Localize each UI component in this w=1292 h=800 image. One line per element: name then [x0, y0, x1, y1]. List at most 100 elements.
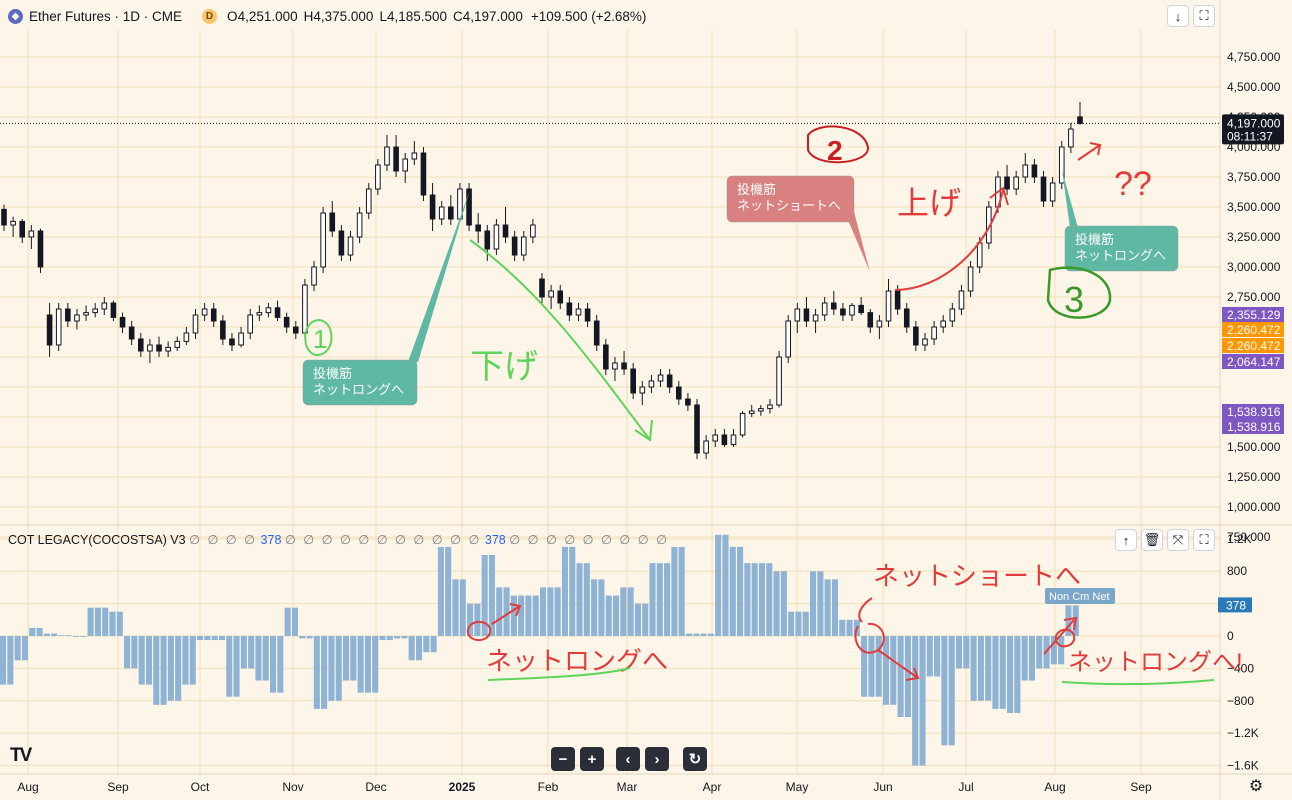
candle-body — [976, 242, 983, 268]
cot-bar — [240, 636, 247, 669]
candle-body — [958, 290, 965, 310]
cot-bar — [707, 633, 714, 636]
cot-bar — [817, 571, 824, 636]
zoom-in-button[interactable]: + — [580, 747, 604, 771]
cot-bar — [868, 636, 875, 697]
cot-bar — [284, 607, 291, 636]
cot-bar — [882, 636, 890, 705]
price-tick-label: 1,250.000 — [1227, 470, 1281, 484]
candle-body — [520, 236, 527, 256]
cot-tick-label: −1.2K — [1227, 726, 1259, 740]
price-level-badge — [1222, 404, 1284, 419]
price-level-label: 1,538.916 — [1227, 405, 1281, 419]
candle-body — [338, 230, 345, 256]
trash-icon[interactable]: 🗑 — [1141, 529, 1163, 551]
cot-bar — [758, 563, 766, 636]
note-question: ?? — [1114, 165, 1152, 203]
cot-arrow-1 — [491, 603, 522, 625]
cot-bar — [685, 633, 693, 636]
candle-body — [967, 266, 974, 292]
open-value: 4,251.000 — [237, 8, 298, 24]
arrow-up-icon[interactable]: ↑ — [1115, 529, 1137, 551]
arrow-down-icon[interactable]: ↓ — [1167, 5, 1189, 27]
gear-icon[interactable]: ⚙ — [1248, 778, 1264, 795]
candle-body — [347, 236, 354, 256]
cot-bar — [656, 563, 663, 636]
candle-body — [365, 188, 372, 214]
cot-bar — [948, 636, 955, 746]
cot-bar — [977, 636, 984, 701]
cot-title[interactable]: COT LEGACY(COCOSTSA) V3 — [8, 533, 186, 547]
collapse-icon[interactable]: ⤧ — [1167, 529, 1189, 551]
chart-header: ◆ Ether Futures · 1D · CME D O4,251.000 … — [0, 0, 646, 32]
time-tick-label: Mar — [617, 780, 638, 794]
change-value: +109.500 (+2.68%) — [530, 8, 647, 24]
cot-bar — [342, 636, 350, 681]
data-badge: D — [202, 8, 218, 24]
cot-bar — [598, 579, 605, 636]
cot-bar — [642, 603, 649, 636]
scroll-right-button[interactable]: › — [645, 747, 669, 771]
candle-body — [1, 208, 7, 226]
cot-arrow-2 — [877, 649, 920, 681]
up-arrow — [894, 189, 1004, 291]
candle-body — [183, 332, 190, 342]
cot-bar — [364, 636, 371, 693]
cot-bar — [277, 636, 284, 693]
pane-fullscreen-icon[interactable]: ⛶ — [1193, 529, 1215, 551]
candle-body — [903, 308, 910, 328]
cot-bar — [51, 633, 58, 636]
cot-bar — [488, 555, 496, 636]
candle-body — [821, 302, 828, 316]
price-tick-label: 4,500.000 — [1227, 80, 1281, 94]
reset-chart-button[interactable]: ↻ — [683, 747, 707, 771]
scroll-left-button[interactable]: ‹ — [616, 747, 640, 771]
cot-bar — [452, 579, 459, 636]
symbol-title[interactable]: Ether Futures · 1D · CME — [29, 8, 183, 24]
candle-body — [247, 314, 254, 334]
cot-tick-label: −400 — [1227, 661, 1254, 675]
cot-bar — [634, 603, 641, 636]
candle-body — [292, 326, 299, 334]
cot-bar — [751, 563, 758, 636]
zoom-out-button[interactable]: − — [551, 747, 575, 771]
cot-bar — [1021, 636, 1028, 681]
cot-note-long-2: ネットロングへ! — [1068, 649, 1243, 676]
candle-body — [110, 302, 117, 318]
candle-body — [922, 338, 928, 346]
note-2: 2 — [827, 135, 843, 166]
candle-body — [1031, 164, 1038, 178]
cot-bar — [430, 636, 437, 653]
cot-bar — [1014, 636, 1021, 713]
candle-body — [730, 434, 737, 446]
cot-bar — [335, 636, 342, 701]
cot-circle-1 — [466, 621, 492, 641]
price-tick-label: 1,500.000 — [1227, 440, 1281, 454]
candle-body — [83, 312, 89, 316]
cot-bar — [780, 571, 787, 636]
cot-bar — [131, 636, 138, 669]
candle-body — [238, 332, 244, 346]
candle-body — [721, 434, 728, 446]
cot-bar — [1036, 636, 1043, 669]
candle-body — [74, 314, 80, 322]
fullscreen-icon[interactable]: ⛶ — [1193, 5, 1215, 27]
cot-bar — [532, 595, 539, 636]
price-tick-label: 2,750.000 — [1227, 290, 1281, 304]
cot-bar — [693, 633, 700, 636]
cot-tick-label: 1.2K — [1227, 532, 1252, 546]
candle-body — [438, 206, 445, 220]
price-level-badge — [1222, 419, 1284, 434]
cot-bar — [408, 636, 415, 661]
cot-bar — [321, 636, 328, 709]
price-tick-label: 3,500.000 — [1227, 200, 1281, 214]
cot-bar — [591, 579, 598, 636]
cot-bar — [116, 611, 123, 636]
cot-bar — [605, 595, 612, 636]
candle-body — [119, 316, 126, 328]
note-down: 下げ — [470, 348, 538, 386]
cot-bar — [372, 636, 379, 693]
cot-bar — [401, 636, 408, 639]
